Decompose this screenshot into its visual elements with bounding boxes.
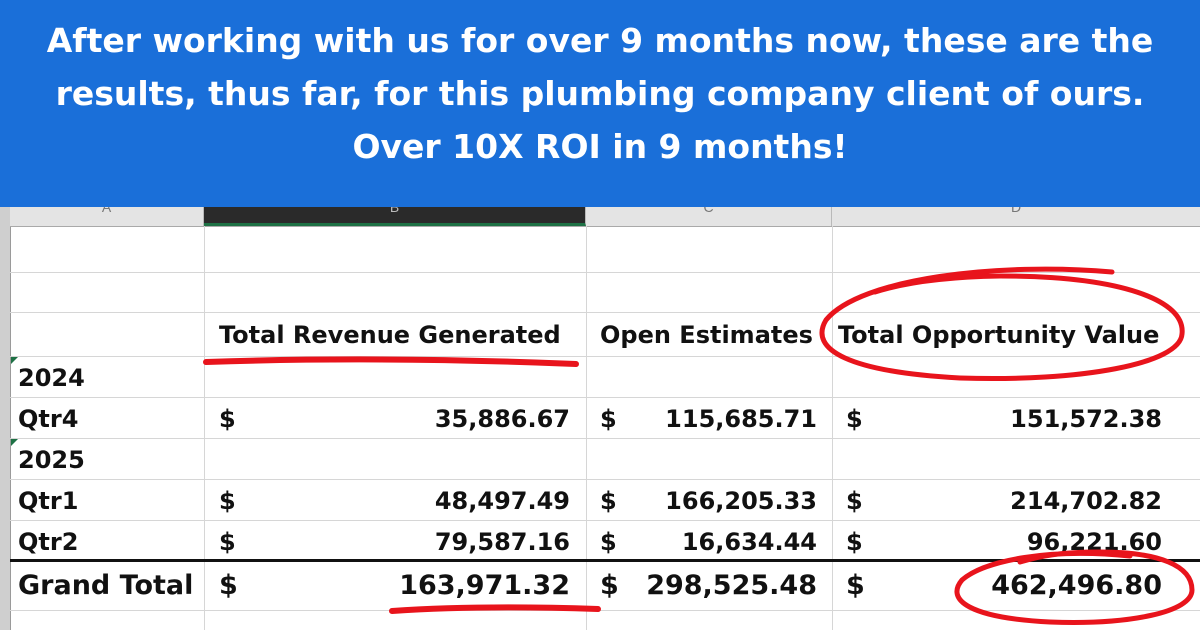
headline-banner: After working with us for over 9 months … [0, 0, 1200, 207]
currency-symbol: $ [600, 405, 617, 433]
header-total-revenue[interactable]: Total Revenue Generated [219, 321, 561, 349]
grid-line [10, 356, 1200, 357]
grid-line [586, 226, 587, 630]
grid-line [10, 397, 1200, 398]
cell-error-marker [11, 439, 18, 446]
row-label-qtr1[interactable]: Qtr1 [18, 487, 79, 515]
currency-symbol: $ [219, 405, 236, 433]
headline-text: After working with us for over 9 months … [46, 21, 1154, 166]
cell-estimates-total[interactable]: 298,525.48 [646, 570, 817, 601]
cell-opportunity-qtr1[interactable]: 214,702.82 [1010, 487, 1162, 515]
currency-symbol: $ [600, 487, 617, 515]
grid-line [832, 226, 833, 630]
row-header-gutter[interactable] [0, 200, 11, 630]
grand-total-border [10, 559, 1200, 562]
grid-line [10, 479, 1200, 480]
row-label-2024[interactable]: 2024 [18, 364, 85, 392]
column-header-a[interactable]: A [10, 200, 204, 226]
grid-line [10, 312, 1200, 313]
cell-opportunity-total[interactable]: 462,496.80 [991, 570, 1162, 601]
currency-symbol: $ [846, 487, 863, 515]
column-header-c[interactable]: C [586, 200, 832, 226]
cell-error-marker [11, 357, 18, 364]
row-label-qtr2[interactable]: Qtr2 [18, 528, 79, 556]
grid-line [10, 610, 1200, 611]
currency-symbol: $ [600, 528, 617, 556]
cell-opportunity-qtr2[interactable]: 96,221.60 [1026, 528, 1162, 556]
currency-symbol: $ [219, 528, 236, 556]
currency-symbol: $ [219, 487, 236, 515]
column-header-bar: A B C D [10, 200, 1200, 227]
cell-estimates-qtr4[interactable]: 115,685.71 [665, 405, 817, 433]
grid-line [10, 272, 1200, 273]
row-label-qtr4[interactable]: Qtr4 [18, 405, 79, 433]
grid-line [10, 520, 1200, 521]
header-open-estimates[interactable]: Open Estimates [600, 321, 813, 349]
cell-estimates-qtr1[interactable]: 166,205.33 [665, 487, 817, 515]
cell-opportunity-qtr4[interactable]: 151,572.38 [1010, 405, 1162, 433]
grid-line [10, 438, 1200, 439]
currency-symbol: $ [846, 570, 865, 601]
grid-line [204, 226, 205, 630]
cell-estimates-qtr2[interactable]: 16,634.44 [681, 528, 817, 556]
column-header-d[interactable]: D [832, 200, 1200, 226]
currency-symbol: $ [846, 405, 863, 433]
row-label-2025[interactable]: 2025 [18, 446, 85, 474]
currency-symbol: $ [219, 570, 238, 601]
header-total-opportunity[interactable]: Total Opportunity Value [838, 321, 1160, 349]
currency-symbol: $ [600, 570, 619, 601]
row-label-grand-total[interactable]: Grand Total [18, 570, 194, 601]
cell-revenue-qtr2[interactable]: 79,587.16 [434, 528, 570, 556]
cell-revenue-qtr1[interactable]: 48,497.49 [434, 487, 570, 515]
cell-revenue-qtr4[interactable]: 35,886.67 [434, 405, 570, 433]
cell-revenue-total[interactable]: 163,971.32 [399, 570, 570, 601]
currency-symbol: $ [846, 528, 863, 556]
